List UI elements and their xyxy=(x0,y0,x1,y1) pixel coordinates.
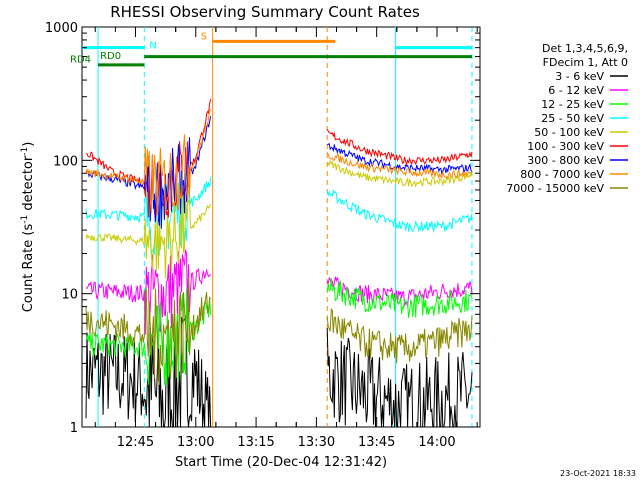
y-tick-label: 1000 xyxy=(45,21,78,36)
legend-entry: 12 - 25 keV xyxy=(541,98,604,111)
x-tick-label: 13:45 xyxy=(358,435,395,450)
series-line xyxy=(326,188,473,234)
x-axis-label: Start Time (20-Dec-04 12:31:42) xyxy=(175,455,387,470)
chart-title: RHESSI Observing Summary Count Rates xyxy=(110,3,420,21)
legend-entry: 7000 - 15000 keV xyxy=(506,182,604,195)
legend-entry: 800 - 7000 keV xyxy=(520,168,604,181)
legend-header-2: FDecim 1, Att 0 xyxy=(543,56,628,69)
series-line xyxy=(85,116,212,229)
legend-header-1: Det 1,3,4,5,6,9, xyxy=(542,42,628,55)
legend-entry: 300 - 800 keV xyxy=(527,154,604,167)
series-line xyxy=(85,288,212,386)
legend-entry: 3 - 6 keV xyxy=(555,70,604,83)
series-line xyxy=(326,129,473,167)
y-axis-label: Count Rate (s-1 detector-1) xyxy=(20,142,36,313)
axis-ticks: 1 10 100 1000 12:45 13:00 13:15 13:30 13:45 14:00 xyxy=(45,21,480,450)
legend: Det 1,3,4,5,6,9, FDecim 1, Att 0 3 - 6 k… xyxy=(506,42,628,195)
footer-date: 23-Oct-2021 18:33 xyxy=(560,469,636,478)
plot-frame xyxy=(81,26,481,428)
legend-entry: 25 - 50 keV xyxy=(541,112,604,125)
legend-entry: 6 - 12 keV xyxy=(548,84,604,97)
x-tick-label: 14:00 xyxy=(418,435,455,450)
flag-label: RD4 xyxy=(70,55,91,66)
flag-label: S xyxy=(201,31,207,42)
series-lines xyxy=(85,98,473,428)
y-tick-label: 100 xyxy=(53,154,78,169)
series-line xyxy=(326,327,473,428)
series-line xyxy=(85,277,212,386)
series-line xyxy=(85,195,212,279)
y-tick-label: 1 xyxy=(70,421,78,436)
flag-label: N xyxy=(149,41,156,52)
y-tick-label: 10 xyxy=(61,288,78,303)
legend-entry: 100 - 300 keV xyxy=(527,140,604,153)
series-line xyxy=(327,143,473,175)
series-line xyxy=(85,249,212,335)
legend-entry: 50 - 100 keV xyxy=(534,126,604,139)
series-line xyxy=(326,151,473,180)
x-tick-label: 13:15 xyxy=(237,435,274,450)
series-line xyxy=(85,108,212,216)
series-line xyxy=(326,307,473,364)
x-tick-label: 12:45 xyxy=(117,435,154,450)
series-line xyxy=(326,159,473,189)
flag-bars: N S RD0 RD4 xyxy=(70,31,472,67)
x-tick-label: 13:30 xyxy=(298,435,335,450)
x-tick-label: 13:00 xyxy=(177,435,214,450)
series-line xyxy=(326,277,473,319)
series-line xyxy=(85,98,212,222)
flag-label: RD0 xyxy=(100,51,121,62)
